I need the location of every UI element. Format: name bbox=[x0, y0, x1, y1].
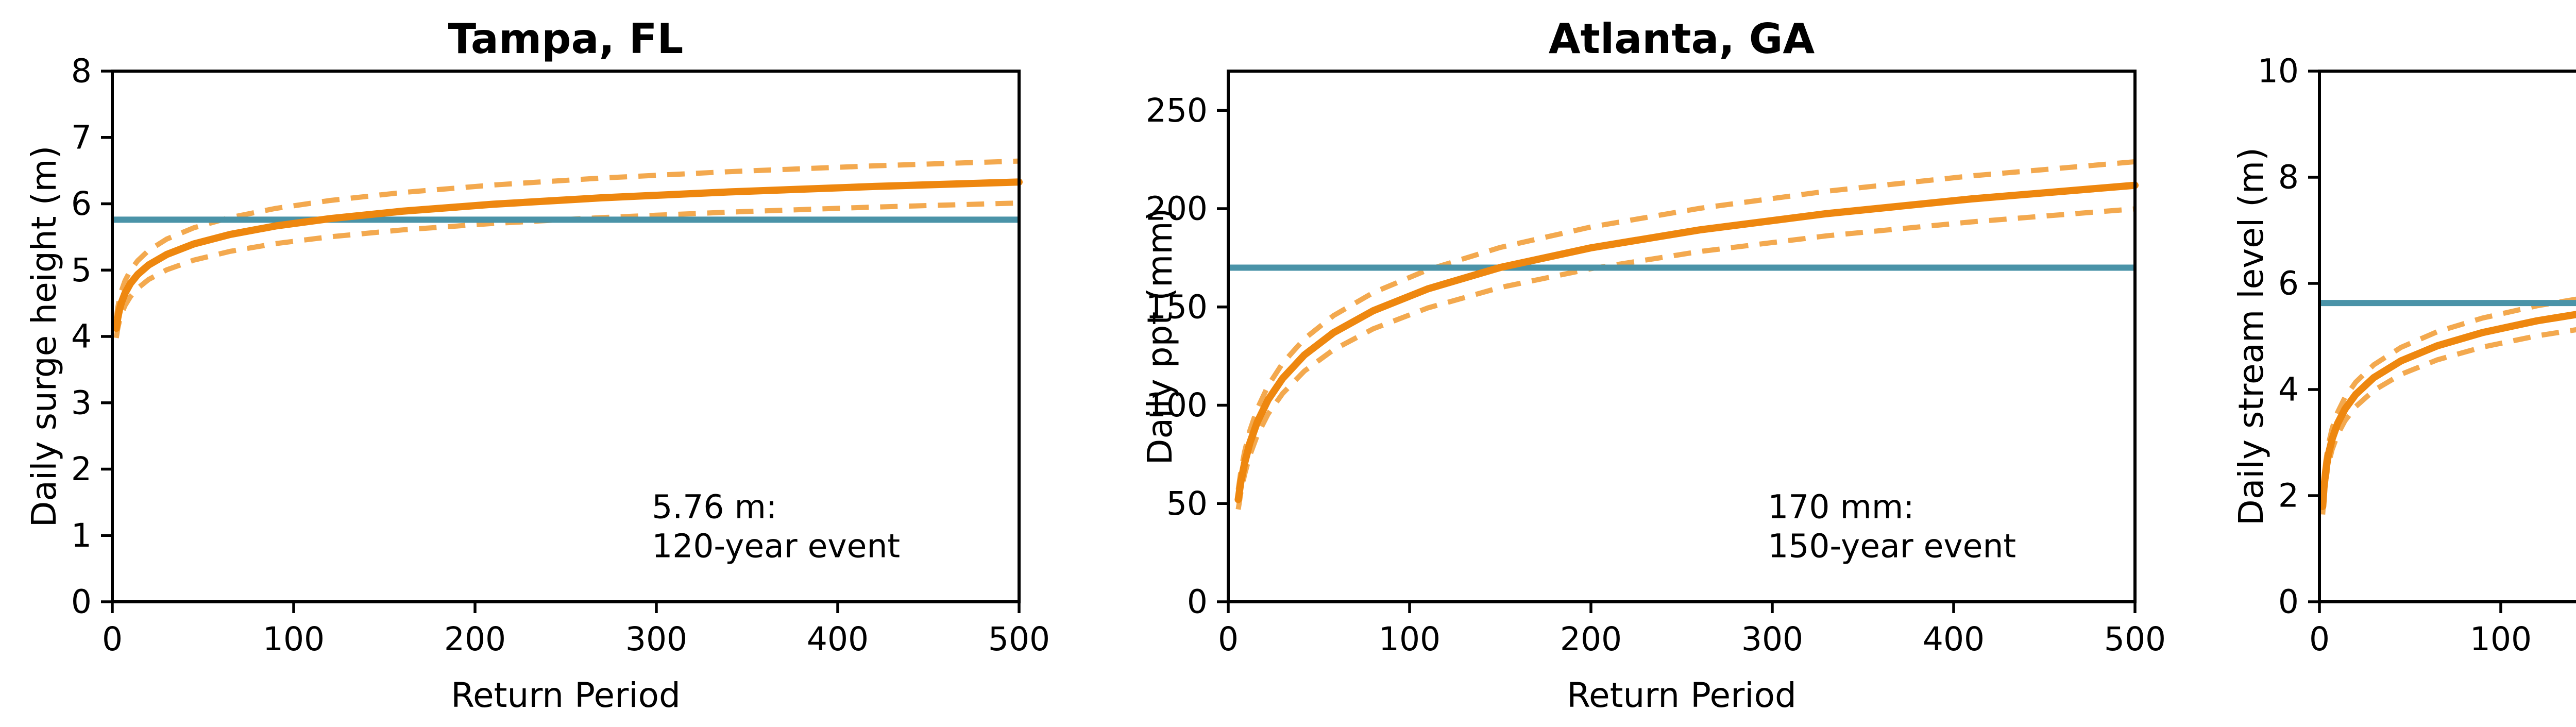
y-tick-label: 0 bbox=[2278, 583, 2299, 621]
y-tick-label: 200 bbox=[1146, 190, 1208, 228]
threshold-annotation-line: 150-year event bbox=[1768, 527, 2016, 565]
ci-upper-curve bbox=[113, 158, 1020, 319]
y-tick-label: 1 bbox=[71, 517, 92, 554]
x-axis-label: Return Period bbox=[1567, 675, 1797, 715]
return-level-curve bbox=[2319, 311, 2576, 510]
y-tick-label: 100 bbox=[1146, 386, 1208, 424]
y-tick-label: 6 bbox=[71, 185, 92, 223]
x-tick-label: 200 bbox=[444, 620, 506, 658]
ci-upper-curve bbox=[2320, 296, 2576, 499]
y-tick-label: 0 bbox=[71, 583, 92, 621]
ci-lower-curve bbox=[113, 200, 1020, 339]
threshold-annotation-line: 120-year event bbox=[652, 527, 900, 565]
y-tick-label: 7 bbox=[71, 119, 92, 156]
x-tick-label: 500 bbox=[2104, 620, 2166, 658]
x-tick-label: 300 bbox=[625, 620, 687, 658]
x-tick-label: 200 bbox=[1560, 620, 1622, 658]
y-tick-label: 50 bbox=[1166, 485, 1208, 522]
ci-upper-curve bbox=[1235, 159, 2136, 491]
y-tick-label: 8 bbox=[71, 53, 92, 90]
x-tick-label: 500 bbox=[988, 620, 1050, 658]
y-tick-label: 2 bbox=[71, 450, 92, 488]
x-tick-label: 100 bbox=[263, 620, 325, 658]
ci-lower-curve bbox=[1235, 206, 2136, 510]
y-tick-label: 4 bbox=[2278, 371, 2299, 409]
y-axis-label: Daily stream level (m) bbox=[2231, 147, 2271, 526]
x-tick-label: 0 bbox=[1218, 620, 1239, 658]
x-tick-label: 100 bbox=[1379, 620, 1440, 658]
y-tick-label: 8 bbox=[2278, 159, 2299, 196]
y-tick-label: 250 bbox=[1146, 92, 1208, 129]
y-axis-label: Daily ppt (mm) bbox=[1140, 208, 1180, 465]
axes-spines bbox=[1227, 70, 2137, 603]
return-level-curve bbox=[112, 178, 1023, 332]
y-tick-label: 150 bbox=[1146, 288, 1208, 326]
y-tick-label: 4 bbox=[71, 318, 92, 356]
x-tick-label: 400 bbox=[1923, 620, 1985, 658]
y-tick-label: 6 bbox=[2278, 265, 2299, 302]
chart-atlanta-ga: Atlanta, GA 0 100 200 300 400 500 0 50 100 150 200 2… bbox=[1140, 15, 2166, 715]
chart-tampa-fl: Tampa, FL 0 100 200 300 400 500 0 1 2 3 4 5 6 7 8 Return… bbox=[24, 15, 1050, 715]
x-tick-label: 400 bbox=[807, 620, 869, 658]
y-axis-label: Daily surge height (m) bbox=[24, 146, 64, 528]
x-tick-label: 300 bbox=[1741, 620, 1803, 658]
x-tick-label: 100 bbox=[2470, 620, 2532, 658]
chart-title: Atlanta, GA bbox=[1549, 15, 1815, 63]
x-tick-label: 0 bbox=[2309, 620, 2330, 658]
y-tick-label: 10 bbox=[2258, 53, 2299, 90]
threshold-annotation-line: 170 mm: bbox=[1768, 488, 1914, 526]
axes-spines bbox=[111, 70, 1021, 603]
y-tick-label: 5 bbox=[71, 251, 92, 289]
chart-title: Tampa, FL bbox=[448, 15, 684, 63]
axes-spines bbox=[2318, 70, 2576, 603]
y-tick-label: 0 bbox=[1187, 583, 1208, 621]
ci-lower-curve bbox=[2320, 327, 2576, 515]
x-axis-label: Return Period bbox=[451, 675, 681, 715]
return-level-curve bbox=[1234, 181, 2139, 503]
x-tick-label: 0 bbox=[102, 620, 123, 658]
y-tick-label: 2 bbox=[2278, 477, 2299, 515]
y-tick-label: 3 bbox=[71, 384, 92, 421]
chart-asheville-nc: Asheville, NC01002003004005000246810Retu… bbox=[2231, 53, 2576, 658]
threshold-annotation-line: 5.76 m: bbox=[652, 488, 777, 526]
